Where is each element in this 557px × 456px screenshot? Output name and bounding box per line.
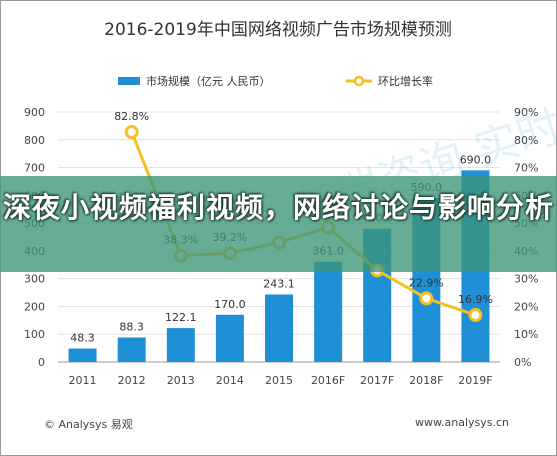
footer-copyright: © Analysys 易观 bbox=[44, 418, 133, 431]
banner-title: 深夜小视频福利视频，网络讨论与影响分析 bbox=[2, 191, 554, 224]
legend-bar-swatch bbox=[118, 77, 140, 85]
x-tick-label: 2013 bbox=[167, 374, 195, 387]
x-tick-label: 2012 bbox=[118, 374, 146, 387]
bar-value-label: 48.3 bbox=[70, 332, 95, 345]
y-left-tick-label: 0 bbox=[38, 356, 45, 369]
bar-value-label: 243.1 bbox=[263, 277, 295, 290]
chart-title: 2016-2019年中国网络视频广告市场规模预测 bbox=[104, 20, 452, 40]
bar bbox=[215, 314, 244, 362]
legend: 市场规模（亿元 人民币） 环比增长率 bbox=[118, 74, 433, 88]
y-right-tick-label: 80% bbox=[514, 134, 538, 147]
y-right-tick-label: 30% bbox=[514, 273, 538, 286]
x-tick-label: 2016F bbox=[311, 374, 345, 387]
y-left-tick-label: 100 bbox=[24, 328, 45, 341]
bar-value-label: 170.0 bbox=[214, 298, 246, 311]
y-right-tick-label: 10% bbox=[514, 328, 538, 341]
y-left-tick-label: 900 bbox=[24, 106, 45, 119]
bar-value-label: 122.1 bbox=[165, 311, 197, 324]
growth-point bbox=[124, 125, 139, 139]
x-tick-label: 2019F bbox=[458, 374, 492, 387]
legend-bar-label: 市场规模（亿元 人民币） bbox=[146, 74, 271, 88]
bar-value-label: 690.0 bbox=[460, 153, 492, 166]
x-tick-label: 2011 bbox=[69, 374, 97, 387]
x-tick-label: 2017F bbox=[360, 374, 394, 387]
bar bbox=[166, 328, 195, 362]
y-right-tick-label: 20% bbox=[514, 300, 538, 313]
y-left-tick-label: 200 bbox=[24, 300, 45, 313]
x-tick-label: 2014 bbox=[216, 374, 244, 387]
footer-website: www.analysys.cn bbox=[415, 416, 509, 429]
bar bbox=[68, 348, 97, 362]
bar bbox=[117, 337, 146, 362]
y-left-tick-label: 700 bbox=[24, 162, 45, 175]
legend-line-label: 环比增长率 bbox=[378, 74, 433, 88]
growth-value-label: 16.9% bbox=[458, 293, 493, 306]
bar-value-label: 88.3 bbox=[119, 320, 144, 333]
bar bbox=[314, 261, 343, 362]
y-left-tick-label: 300 bbox=[24, 273, 45, 286]
bar bbox=[265, 294, 293, 362]
y-left-tick-label: 800 bbox=[24, 134, 45, 147]
x-tick-label: 2018F bbox=[409, 374, 443, 387]
growth-point bbox=[468, 308, 483, 323]
growth-point bbox=[419, 291, 434, 306]
growth-value-label: 82.8% bbox=[114, 110, 149, 123]
y-right-tick-label: 90% bbox=[514, 106, 538, 119]
y-right-tick-label: 0% bbox=[514, 356, 531, 369]
x-tick-label: 2015 bbox=[265, 374, 293, 387]
growth-value-label: 22.9% bbox=[409, 276, 444, 289]
overlay-banner bbox=[0, 176, 557, 272]
legend-line-marker bbox=[353, 75, 365, 87]
y-right-tick-label: 70% bbox=[514, 162, 538, 175]
